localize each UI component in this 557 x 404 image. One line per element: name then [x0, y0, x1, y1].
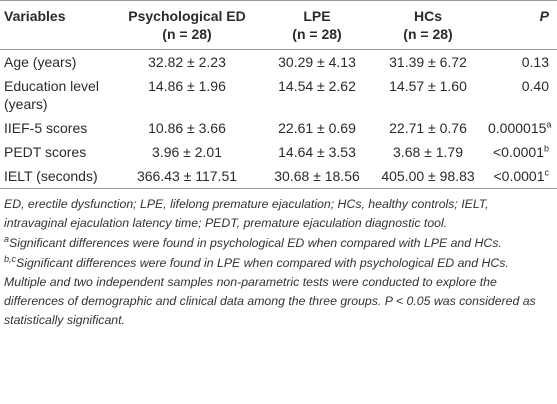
header-cell: HCs (n = 28)	[372, 1, 484, 50]
cell-text: Education level (years)	[4, 78, 99, 112]
header-n: (n = 28)	[292, 26, 342, 42]
footnote-mark: a	[4, 233, 10, 244]
cell-text: 3.68 ± 1.79	[393, 144, 463, 160]
header-row: Variables Psychological ED (n = 28) LPE (n…	[0, 0, 557, 50]
table-body: Age (years) 32.82 ± 2.23 30.29 ± 4.13 31.39…	[0, 50, 557, 189]
header-text: HCs	[413, 8, 442, 24]
table-cell: 30.68 ± 18.56	[262, 164, 372, 189]
cell-text: 14.64 ± 3.53	[278, 144, 356, 160]
header-text: Psychological ED	[128, 8, 246, 24]
table-cell: 366.43 ± 117.51	[112, 164, 262, 189]
footnote-mark: a	[546, 119, 552, 130]
table-cell: PEDT scores	[0, 140, 112, 164]
table-cell: 22.71 ± 0.76	[372, 116, 484, 140]
cell-text: 14.54 ± 2.62	[278, 78, 356, 94]
cell-text: 32.82 ± 2.23	[148, 54, 226, 70]
table-cell: 10.86 ± 3.66	[112, 116, 262, 140]
table-cell: 30.29 ± 4.13	[262, 50, 372, 75]
table-cell: 3.96 ± 2.01	[112, 140, 262, 164]
table-row: IIEF-5 scores 10.86 ± 3.66 22.61 ± 0.69 22.…	[0, 116, 557, 140]
table-cell: 0.13	[484, 50, 557, 75]
table-cell: <0.0001b	[484, 140, 557, 164]
table-cell: 14.64 ± 3.53	[262, 140, 372, 164]
table-cell: 31.39 ± 6.72	[372, 50, 484, 75]
table-row: PEDT scores 3.96 ± 2.01 14.64 ± 3.53 3.68 ±…	[0, 140, 557, 164]
table-cell: Age (years)	[0, 50, 112, 75]
header-cell: LPE (n = 28)	[262, 1, 372, 50]
table-cell: Education level (years)	[0, 74, 112, 116]
footnote-mark: b,c	[4, 253, 17, 264]
cell-text: Age (years)	[4, 54, 77, 70]
footnote: aSignificant differences were found in p…	[4, 234, 553, 253]
footnotes: ED, erectile dysfunction; LPE, lifelong …	[0, 189, 557, 330]
cell-text: 14.86 ± 1.96	[148, 78, 226, 94]
cell-text: 14.57 ± 1.60	[389, 78, 467, 94]
header-cell: P	[484, 1, 557, 50]
header-text: P	[539, 8, 549, 24]
footnote: b,cSignificant differences were found in…	[4, 254, 553, 330]
table-cell: 0.40	[484, 74, 557, 116]
header-n: (n = 28)	[162, 26, 212, 42]
table-cell: 0.000015a	[484, 116, 557, 140]
p-value: 0.000015	[488, 120, 547, 136]
p-value: <0.0001	[493, 168, 545, 184]
header-n: (n = 28)	[403, 26, 453, 42]
cell-text: 3.96 ± 2.01	[152, 144, 222, 160]
table-row: Education level (years) 14.86 ± 1.96 14.54…	[0, 74, 557, 116]
cell-text: 30.68 ± 18.56	[274, 168, 360, 184]
table-cell: 32.82 ± 2.23	[112, 50, 262, 75]
p-value: 0.13	[521, 54, 549, 70]
footnote: ED, erectile dysfunction; LPE, lifelong …	[4, 195, 553, 233]
footnote-text: Significant differences were found in LP…	[4, 256, 536, 327]
cell-text: 10.86 ± 3.66	[148, 120, 226, 136]
cell-text: 405.00 ± 98.83	[381, 168, 475, 184]
p-value: <0.0001	[492, 144, 544, 160]
table-cell: 14.57 ± 1.60	[372, 74, 484, 116]
table-cell: 405.00 ± 98.83	[372, 164, 484, 189]
footnote-mark: b	[543, 143, 549, 154]
table-cell: 3.68 ± 1.79	[372, 140, 484, 164]
footnote-mark: c	[544, 167, 550, 178]
header-text: Variables	[4, 8, 66, 24]
cell-text: 366.43 ± 117.51	[136, 168, 238, 184]
cell-text: 22.71 ± 0.76	[389, 120, 467, 136]
footnote-text: ED, erectile dysfunction; LPE, lifelong …	[4, 197, 489, 230]
cell-text: PEDT scores	[4, 144, 87, 160]
table-cell: 14.54 ± 2.62	[262, 74, 372, 116]
footnote-text: Significant differences were found in ps…	[9, 236, 502, 250]
table-cell: <0.0001c	[484, 164, 557, 189]
cell-text: 31.39 ± 6.72	[389, 54, 467, 70]
cell-text: IIEF-5 scores	[4, 120, 88, 136]
table-cell: 14.86 ± 1.96	[112, 74, 262, 116]
table-cell: IIEF-5 scores	[0, 116, 112, 140]
header-cell: Psychological ED (n = 28)	[112, 1, 262, 50]
header-cell: Variables	[0, 1, 112, 50]
table-cell: 22.61 ± 0.69	[262, 116, 372, 140]
table-row: Age (years) 32.82 ± 2.23 30.29 ± 4.13 31.39…	[0, 50, 557, 75]
data-table: Variables Psychological ED (n = 28) LPE (n…	[0, 0, 557, 189]
table-row: IELT (seconds) 366.43 ± 117.51 30.68 ± 18.…	[0, 164, 557, 189]
table-cell: IELT (seconds)	[0, 164, 112, 189]
cell-text: IELT (seconds)	[4, 168, 98, 184]
cell-text: 30.29 ± 4.13	[278, 54, 356, 70]
p-value: 0.40	[521, 78, 549, 94]
cell-text: 22.61 ± 0.69	[278, 120, 356, 136]
header-text: LPE	[303, 8, 331, 24]
